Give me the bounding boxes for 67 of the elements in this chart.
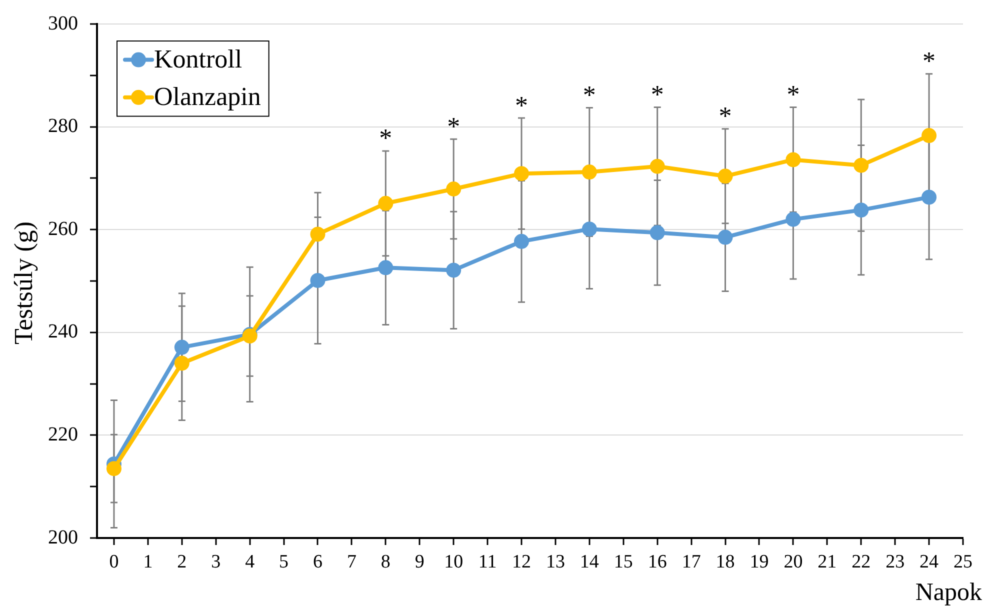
point (174, 340, 190, 355)
x-tick-label: 20 (784, 551, 803, 572)
x-axis-title: Napok (915, 579, 982, 606)
x-tick-label: 14 (580, 551, 600, 572)
x-tick-label: 0 (109, 551, 119, 572)
x-tick-label: 13 (546, 551, 565, 572)
x-tick-label: 10 (444, 551, 464, 572)
point (854, 202, 869, 218)
x-tick-label: 5 (279, 551, 289, 572)
point (310, 272, 326, 288)
x-tick-label: 4 (245, 551, 256, 572)
point (718, 168, 733, 184)
x-tick-label: 1 (143, 551, 153, 572)
x-tick-label: 17 (682, 551, 701, 572)
point (786, 212, 801, 227)
point (446, 262, 462, 278)
point (378, 196, 394, 211)
y-axis-title: Testsúly (g) (8, 221, 38, 345)
annotation: * (922, 46, 936, 76)
legend-label: Olanzapin (154, 82, 261, 112)
point (922, 128, 937, 144)
point (310, 226, 326, 242)
point (582, 164, 597, 180)
x-tick-label: 2 (177, 551, 187, 572)
x-tick-label: 7 (346, 551, 356, 572)
point (582, 222, 597, 237)
point (106, 461, 122, 476)
point (378, 260, 394, 276)
x-tick-label: 19 (750, 551, 769, 572)
point (446, 181, 462, 196)
y-tick-label: 300 (48, 12, 78, 34)
y-tick-label: 220 (48, 423, 78, 446)
point (718, 230, 733, 245)
x-tick-label: 9 (414, 551, 424, 572)
point (786, 152, 801, 168)
point (650, 225, 665, 240)
y-tick-label: 200 (48, 526, 78, 548)
annotation: * (447, 112, 460, 141)
x-tick-label: 25 (954, 551, 972, 572)
annotation: * (515, 90, 528, 120)
point (514, 234, 530, 249)
annotation: * (786, 80, 800, 110)
x-tick-label: 22 (852, 551, 871, 572)
annotation: * (718, 102, 732, 131)
y-tick-label: 280 (48, 115, 78, 138)
x-tick-label: 6 (312, 551, 322, 572)
y-tick-label: 260 (48, 218, 78, 240)
point (854, 158, 869, 173)
x-tick-label: 3 (211, 551, 221, 572)
point (650, 158, 665, 174)
x-tick-label: 15 (614, 551, 633, 572)
x-tick-label: 21 (818, 551, 837, 572)
annotation: * (582, 80, 596, 110)
x-tick-label: 8 (380, 551, 390, 572)
annotation: * (379, 124, 392, 153)
x-tick-label: 23 (886, 551, 905, 572)
point (174, 356, 190, 371)
point (514, 166, 530, 182)
x-tick-label: 12 (512, 551, 532, 572)
legend-label: Kontroll (154, 44, 242, 74)
x-tick-label: 16 (648, 551, 667, 572)
y-tick-label: 240 (48, 320, 78, 343)
x-tick-label: 18 (716, 551, 735, 572)
point (922, 190, 937, 205)
x-tick-label: 11 (478, 551, 497, 572)
x-tick-label: 24 (920, 551, 940, 572)
annotation: * (650, 80, 664, 110)
